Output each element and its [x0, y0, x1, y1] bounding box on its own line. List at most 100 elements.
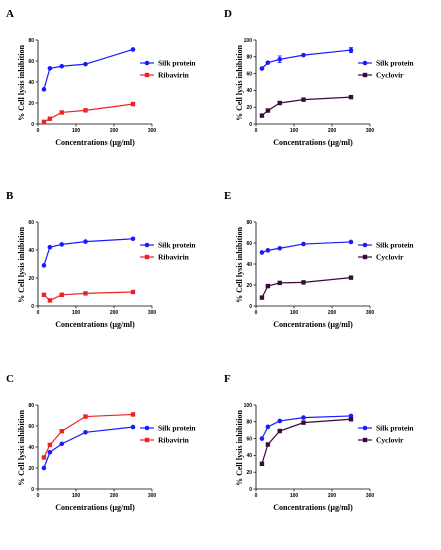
data-point [348, 417, 354, 422]
x-tick-label: 300 [148, 493, 157, 499]
y-tick-label: 80 [246, 420, 252, 426]
y-tick-label: 20 [28, 466, 34, 472]
data-point [348, 275, 354, 280]
legend-marker [144, 72, 150, 78]
data-point [59, 110, 64, 115]
data-point [301, 52, 306, 58]
y-axis-title: % Cell lysis inhibition [17, 45, 26, 121]
y-tick-label: 20 [246, 470, 252, 476]
data-point [59, 441, 65, 447]
data-point [83, 414, 88, 419]
legend-marker [362, 425, 368, 431]
x-tick-label: 200 [328, 128, 337, 134]
data-point [265, 283, 271, 289]
data-point [47, 442, 53, 448]
x-tick-label: 300 [366, 128, 375, 134]
data-point [41, 455, 47, 460]
data-point [59, 429, 64, 434]
data-point [83, 108, 88, 113]
series-silk-protein [41, 47, 136, 92]
data-point [130, 101, 136, 107]
x-axis-title: Concentrations (µg/ml) [55, 503, 135, 512]
series-silk-protein [41, 424, 136, 471]
y-tick-label: 0 [31, 304, 34, 310]
panel-label: F [224, 373, 231, 385]
legend-label: Cyclovir [376, 71, 404, 80]
legend-label: Ribavirin [158, 71, 190, 80]
x-tick-label: 0 [37, 310, 40, 316]
series-ribavirin [41, 101, 136, 125]
data-point [41, 119, 47, 125]
y-axis-title: % Cell lysis inhibition [235, 45, 244, 121]
data-point [277, 245, 283, 251]
panel-label: E [224, 190, 231, 202]
legend-marker [362, 60, 368, 66]
y-tick-label: 20 [28, 101, 34, 107]
legend-label: Cyclovir [376, 436, 404, 445]
x-tick-label: 200 [110, 128, 119, 134]
y-tick-label: 100 [244, 38, 253, 44]
y-tick-label: 60 [246, 71, 252, 77]
data-point [41, 263, 47, 268]
series-line [261, 418, 352, 464]
y-tick-label: 0 [31, 122, 34, 128]
data-point [47, 244, 53, 250]
data-point [301, 241, 306, 247]
y-axis-title: % Cell lysis inhibition [17, 227, 26, 303]
series-line [43, 413, 134, 458]
y-axis-title: % Cell lysis inhibition [235, 227, 244, 303]
panel-label: A [6, 8, 14, 20]
y-tick-label: 40 [28, 80, 34, 86]
y-tick-label: 0 [249, 487, 252, 493]
data-point [130, 236, 136, 242]
series-line [43, 426, 134, 469]
legend-label: Cyclovir [376, 253, 404, 262]
y-tick-label: 80 [28, 38, 34, 44]
data-point [59, 63, 65, 69]
series-cyclovir [259, 275, 354, 300]
y-tick-label: 80 [28, 403, 34, 409]
legend-marker [362, 254, 368, 260]
legend-label: Silk protein [158, 424, 196, 433]
y-axis-title: % Cell lysis inhibition [17, 410, 26, 486]
chart-panel-b: B 0 20 40 60 0 100 200 300 Concentrations (µg/ml)… [6, 190, 196, 329]
series-line [261, 49, 352, 69]
data-point [130, 289, 136, 295]
y-tick-label: 20 [28, 276, 34, 282]
data-point [277, 428, 282, 434]
series-ribavirin [41, 289, 136, 303]
series-line [43, 238, 134, 266]
legend-label: Silk protein [376, 241, 414, 250]
x-axis-title: Concentrations (µg/ml) [273, 503, 353, 512]
data-point [348, 47, 354, 53]
y-tick-label: 40 [28, 445, 34, 451]
data-point [259, 461, 265, 466]
series-silk-protein [41, 236, 136, 268]
y-tick-label: 60 [246, 436, 252, 442]
legend-marker [362, 72, 368, 78]
data-point [301, 420, 306, 425]
data-point [83, 430, 88, 435]
legend-marker [362, 242, 368, 248]
data-point [41, 87, 47, 92]
series-line [261, 241, 352, 254]
data-point [265, 108, 271, 113]
x-tick-label: 300 [148, 310, 157, 316]
x-tick-label: 0 [37, 128, 40, 134]
chart-panel-e: E 0 20 40 60 80 0 100 200 300 Concentrations (µg/m… [224, 190, 414, 329]
data-point [59, 242, 65, 247]
data-point [301, 97, 306, 102]
data-point [59, 292, 64, 297]
legend-label: Ribavirin [158, 253, 190, 262]
data-point [277, 100, 282, 106]
y-tick-label: 60 [28, 59, 34, 65]
y-tick-label: 60 [28, 424, 34, 430]
y-tick-label: 40 [246, 453, 252, 459]
y-tick-label: 40 [246, 262, 252, 268]
data-point [83, 239, 88, 244]
x-tick-label: 0 [255, 128, 258, 134]
legend-label: Silk protein [158, 241, 196, 250]
data-point [41, 465, 47, 471]
x-axis-title: Concentrations (µg/ml) [55, 320, 135, 329]
data-point [348, 239, 354, 245]
